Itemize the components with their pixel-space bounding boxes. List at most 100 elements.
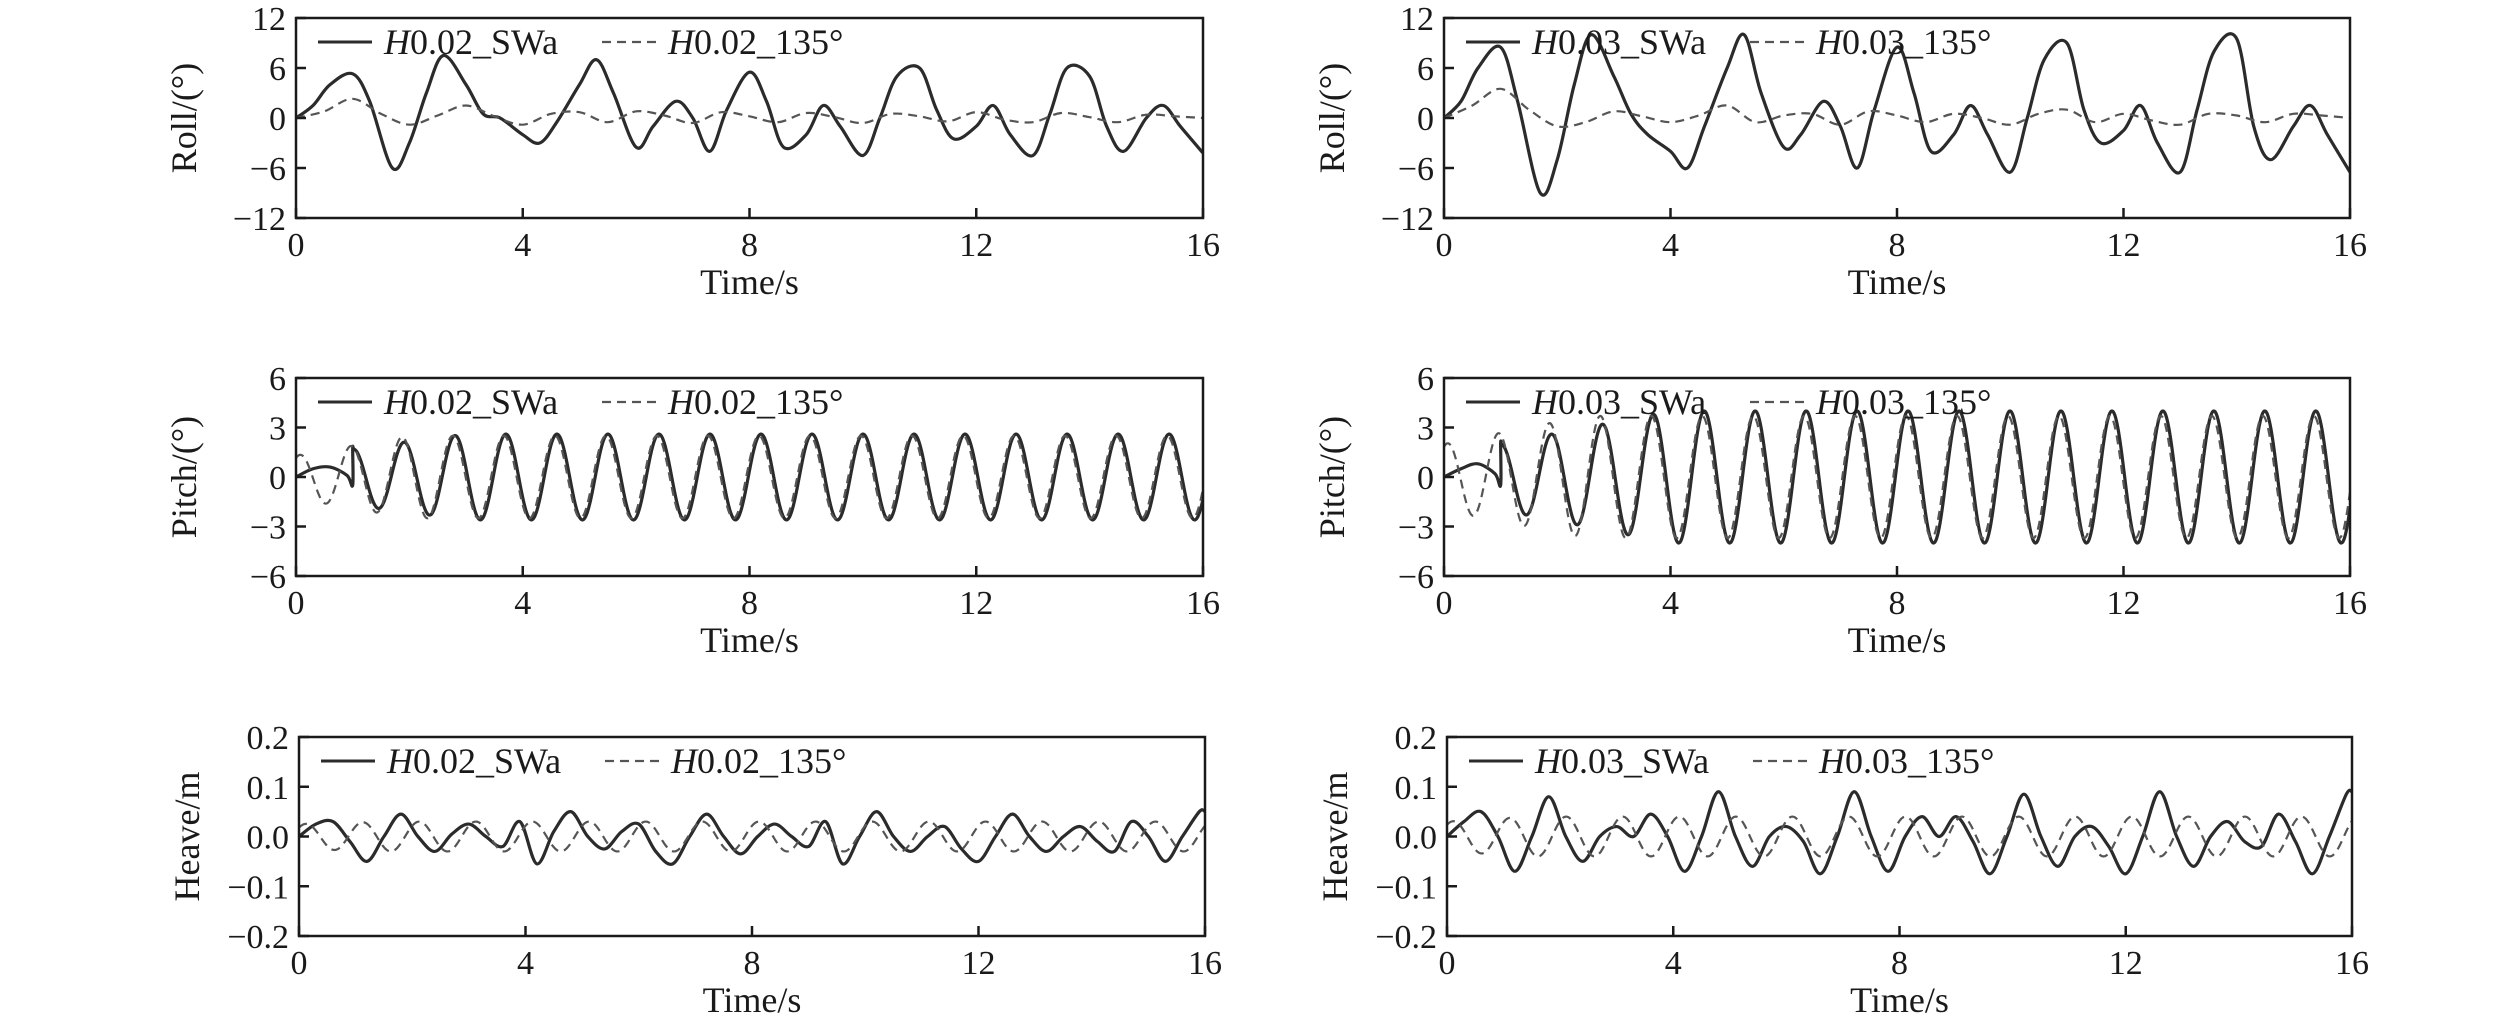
y-tick-label: 6 [1417,51,1434,88]
legend-entry: H0.02_135° [670,741,846,781]
x-tick-label: 16 [1186,585,1220,622]
series-line-dashed [296,97,1203,126]
series-line-dashed [1444,414,2350,540]
series-line-dashed [1444,87,2350,129]
series-line-solid [1447,788,2352,876]
x-axis-label: Time/s [700,262,799,302]
legend-entry: H0.02_SWa [383,22,558,62]
x-tick-label: 4 [514,585,531,622]
x-tick-label: 12 [959,227,993,264]
x-tick-label: 16 [2333,227,2367,264]
y-tick-label: 6 [269,51,286,88]
y-tick-label: 0.2 [1395,720,1438,757]
y-tick-label: −12 [1381,201,1434,238]
y-tick-label: −0.1 [227,869,289,906]
x-axis-label: Time/s [1848,620,1947,660]
x-tick-label: 0 [288,227,305,264]
y-tick-label: −3 [250,510,286,547]
x-tick-label: 8 [1889,227,1906,264]
y-axis-label: Heave/m [1315,772,1355,902]
y-tick-label: −6 [1398,151,1434,188]
y-tick-label: 12 [1400,1,1434,38]
x-tick-label: 12 [962,945,996,982]
legend-entry: H0.02_135° [667,22,843,62]
x-axis-label: Time/s [703,980,802,1020]
x-tick-label: 8 [744,945,761,982]
x-tick-label: 0 [291,945,308,982]
series-line-solid [296,53,1203,172]
chart-panel-heave-h002: 0 4 8 12 16 −0.2 −0.1 0.0 0.1 0.2 Time/s Heave/m H0.… [167,720,1222,1020]
legend-entry: H0.03_135° [1818,741,1994,781]
y-tick-label: −0.1 [1375,869,1437,906]
x-axis-label: Time/s [1848,262,1947,302]
y-tick-label: 3 [269,411,286,448]
x-tick-label: 12 [2107,227,2141,264]
chart-panel-roll-h003: 0 4 8 12 16 −12 −6 0 6 12 Time/s Roll/(°) H0.03_SWa H… [1312,1,2367,302]
series-line-solid [1444,409,2350,545]
x-tick-label: 12 [959,585,993,622]
y-axis-label: Pitch/(°) [164,416,204,538]
legend-entry: H0.03_SWa [1531,382,1706,422]
y-tick-label: −3 [1398,510,1434,547]
y-axis-label: Heave/m [167,772,207,902]
x-tick-label: 0 [1436,227,1453,264]
y-tick-label: −6 [1398,559,1434,596]
series-line-dashed [299,820,1205,853]
x-tick-label: 4 [1662,227,1679,264]
legend: H0.03_SWa H0.03_135° [1469,741,1994,781]
y-tick-label: −6 [250,559,286,596]
x-tick-label: 8 [1889,585,1906,622]
y-tick-label: 0 [1417,101,1434,138]
x-tick-label: 4 [1665,945,1682,982]
legend-entry: H0.03_135° [1815,382,1991,422]
y-tick-label: 0.2 [247,720,290,757]
y-axis-label: Roll/(°) [164,63,204,173]
series-line-dashed [1447,815,2352,858]
y-axis-label: Pitch/(°) [1312,416,1352,538]
x-tick-label: 8 [1891,945,1908,982]
y-tick-label: 0.1 [247,770,290,807]
x-tick-label: 4 [514,227,531,264]
legend-entry: H0.03_135° [1815,22,1991,62]
y-tick-label: 6 [269,361,286,398]
x-tick-label: 16 [1186,227,1220,264]
y-axis-label: Roll/(°) [1312,63,1352,173]
y-tick-label: 12 [252,1,286,38]
y-tick-label: 0.0 [247,820,290,857]
x-tick-label: 8 [741,227,758,264]
legend-entry: H0.02_SWa [383,382,558,422]
legend: H0.02_SWa H0.02_135° [318,382,843,422]
x-tick-label: 0 [1436,585,1453,622]
x-tick-label: 16 [2333,585,2367,622]
y-tick-label: 0.0 [1395,820,1438,857]
y-tick-label: −12 [233,201,286,238]
x-tick-label: 16 [2335,945,2369,982]
x-tick-label: 16 [1188,945,1222,982]
y-tick-label: 0.1 [1395,770,1438,807]
y-tick-label: 3 [1417,411,1434,448]
x-tick-label: 12 [2109,945,2143,982]
y-tick-label: −0.2 [227,919,289,956]
x-tick-label: 4 [1662,585,1679,622]
series-line-solid [296,432,1203,522]
y-tick-label: 0 [269,101,286,138]
chart-panel-roll-h002: 0 4 8 12 16 −12 −6 0 6 12 Time/s Roll/(°) H0.02_SWa H… [164,1,1220,302]
y-tick-label: −6 [250,151,286,188]
chart-panel-heave-h003: 0 4 8 12 16 −0.2 −0.1 0.0 0.1 0.2 Time/s Heave/m H0.… [1315,720,2369,1020]
x-tick-label: 4 [517,945,534,982]
y-tick-label: 0 [269,460,286,497]
legend: H0.03_SWa H0.03_135° [1466,382,1991,422]
legend-entry: H0.03_SWa [1531,22,1706,62]
x-tick-label: 12 [2107,585,2141,622]
series-line-solid [299,808,1205,866]
x-tick-label: 8 [741,585,758,622]
y-tick-label: 6 [1417,361,1434,398]
series-line-solid [1444,32,2350,197]
x-tick-label: 0 [1439,945,1456,982]
legend-entry: H0.02_SWa [386,741,561,781]
x-axis-label: Time/s [1850,980,1949,1020]
x-axis-label: Time/s [700,620,799,660]
